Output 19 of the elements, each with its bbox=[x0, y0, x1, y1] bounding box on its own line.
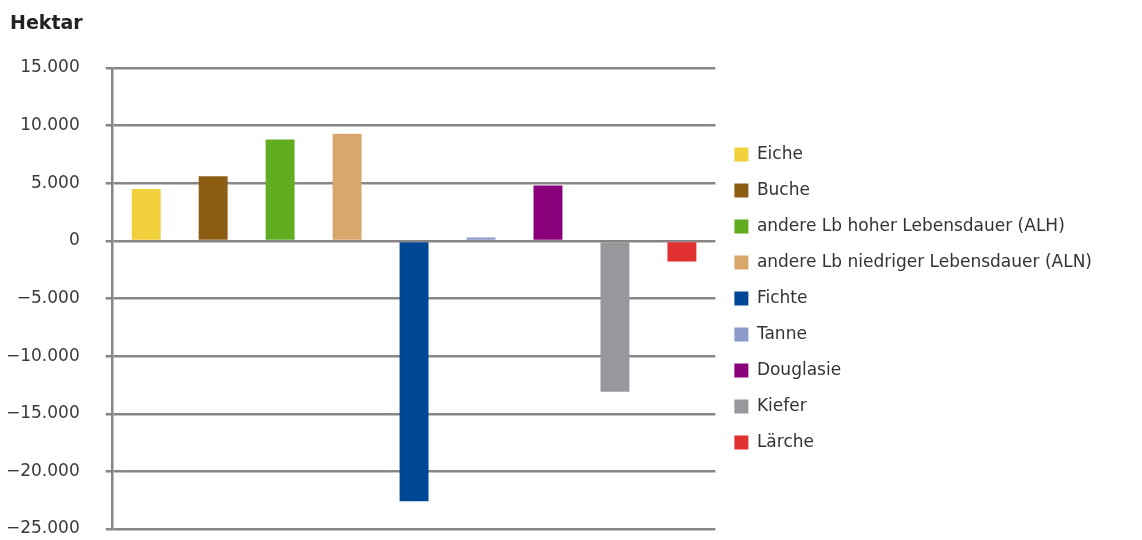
y-tick-label: −5.000 bbox=[16, 286, 80, 307]
y-tick-label: −25.000 bbox=[5, 517, 80, 538]
legend-label: Kiefer bbox=[756, 394, 807, 415]
y-tick-label: −10.000 bbox=[5, 344, 80, 365]
legend-label: Lärche bbox=[756, 430, 814, 451]
legend-label: Buche bbox=[756, 178, 810, 199]
y-tick-label: −15.000 bbox=[5, 402, 80, 423]
y-tick-label: −20.000 bbox=[5, 459, 80, 480]
y-axis-title: Hektar bbox=[10, 11, 83, 33]
legend-label: andere Lb niedriger Lebensdauer (ALN) bbox=[756, 250, 1093, 271]
y-tick-label: 10.000 bbox=[20, 114, 80, 135]
y-tick-label: 0 bbox=[68, 229, 80, 250]
legend-label: andere Lb hoher Lebensdauer (ALH) bbox=[756, 214, 1065, 235]
legend-label: Fichte bbox=[756, 286, 808, 307]
y-tick-label: 5.000 bbox=[31, 171, 80, 192]
y-tick-label: 15.000 bbox=[20, 56, 80, 77]
legend-label: Tanne bbox=[755, 322, 807, 343]
legend-label: Eiche bbox=[756, 142, 803, 163]
legend-label: Douglasie bbox=[756, 358, 842, 379]
